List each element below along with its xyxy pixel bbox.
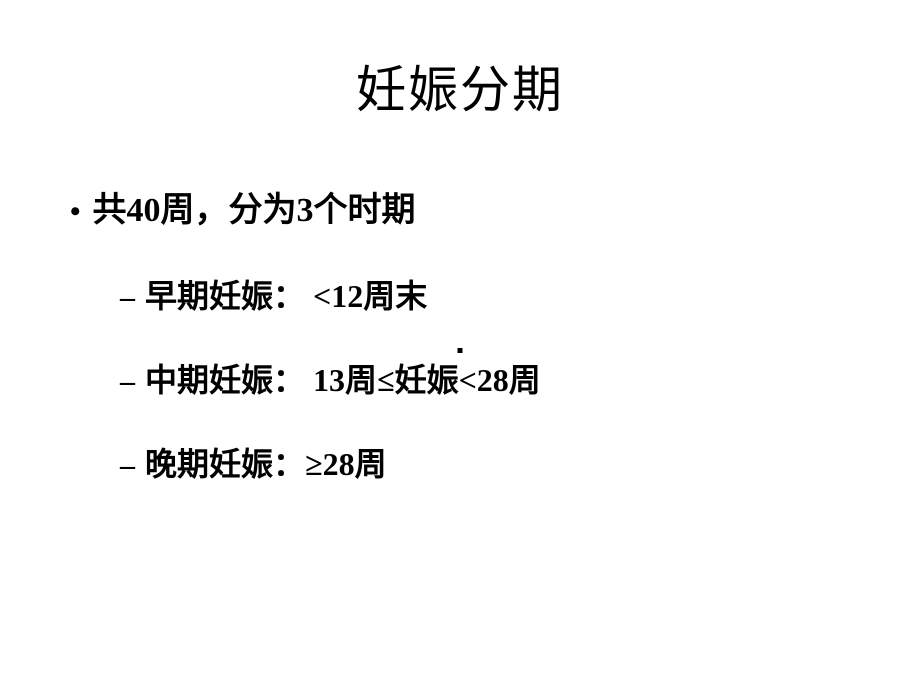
slide-title: 妊娠分期 bbox=[70, 50, 850, 122]
bullet-marker-l2: – bbox=[120, 449, 135, 483]
bullet-level-2-item: – 晚期妊娠：≥28周 bbox=[120, 439, 850, 485]
center-marker-icon bbox=[458, 348, 463, 353]
bullet-marker-l2: – bbox=[120, 281, 135, 315]
bullet-level-1: • 共40周，分为3个时期 bbox=[70, 182, 850, 231]
bullet-level-2-item: – 早期妊娠： <12周末 bbox=[120, 271, 850, 317]
bullet-text-l2: 中期妊娠： 13周≤妊娠<28周 bbox=[145, 355, 541, 401]
slide-container: 妊娠分期 • 共40周，分为3个时期 – 早期妊娠： <12周末 – 中期妊娠：… bbox=[0, 0, 920, 690]
bullet-text-l2: 晚期妊娠：≥28周 bbox=[145, 439, 387, 485]
bullet-marker-l1: • bbox=[70, 195, 81, 229]
bullet-marker-l2: – bbox=[120, 365, 135, 399]
bullet-text-l2: 早期妊娠： <12周末 bbox=[145, 271, 427, 317]
bullet-level-2-item: – 中期妊娠： 13周≤妊娠<28周 bbox=[120, 355, 850, 401]
bullet-text-l1: 共40周，分为3个时期 bbox=[93, 182, 416, 231]
